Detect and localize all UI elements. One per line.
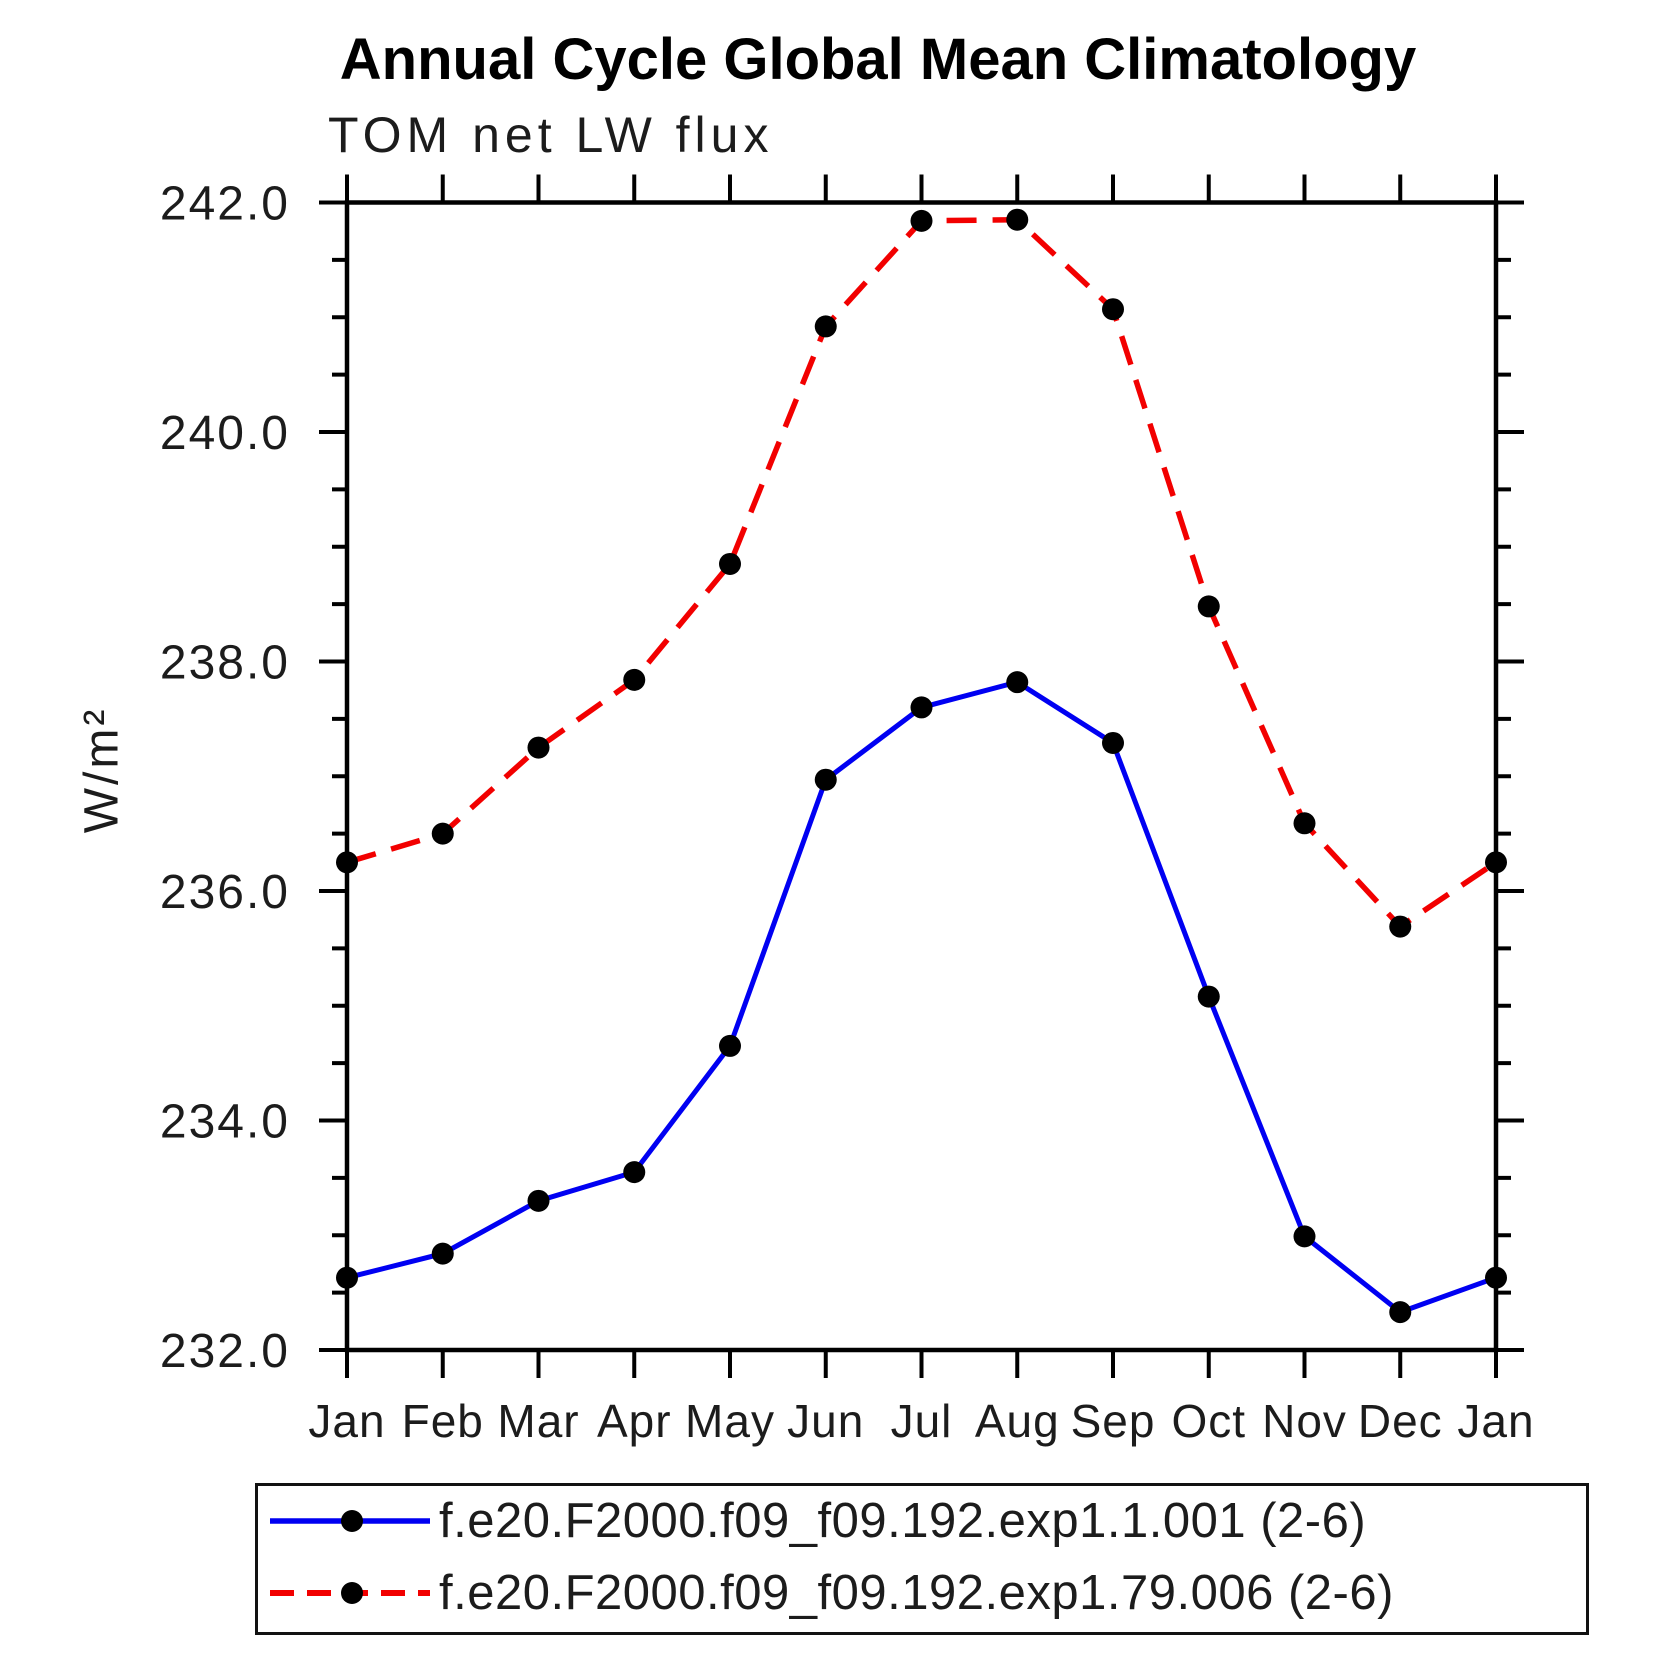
data-point-marker (1293, 812, 1316, 835)
legend-marker-sample (341, 1510, 363, 1532)
y-tick-label: 242.0 (160, 178, 290, 231)
data-point-marker (1389, 1301, 1412, 1324)
legend-row-series-1: f.e20.F2000.f09_f09.192.exp1.1.001 (2-6) (264, 1490, 1586, 1552)
y-tick-label: 240.0 (160, 407, 290, 460)
data-point-marker (910, 209, 933, 232)
x-tick-label: Jul (891, 1395, 953, 1447)
data-point-marker (1102, 731, 1124, 754)
x-tick-label: Jan (1457, 1395, 1534, 1447)
legend-row-series-2: f.e20.F2000.f09_f09.192.exp1.79.006 (2-6… (264, 1562, 1586, 1624)
x-tick-label: Jan (308, 1395, 385, 1447)
x-tick-label: Apr (597, 1395, 672, 1447)
data-point-marker (336, 851, 358, 874)
data-point-marker (910, 696, 933, 719)
legend-label-series-1: f.e20.F2000.f09_f09.192.exp1.1.001 (2-6) (439, 1494, 1367, 1548)
y-tick-label: 238.0 (160, 637, 290, 690)
data-point-marker (1102, 298, 1124, 321)
data-point-marker (719, 552, 741, 575)
x-tick-label: Aug (975, 1395, 1060, 1447)
axis-ticks (319, 174, 1524, 1378)
x-tick-label: Oct (1171, 1395, 1246, 1447)
series-markers-2 (336, 208, 1507, 938)
legend-marker-sample (341, 1582, 363, 1604)
data-point-marker (1293, 1225, 1316, 1248)
data-point-marker (814, 768, 837, 791)
x-tick-label: Sep (1071, 1395, 1156, 1447)
legend-label-series-2: f.e20.F2000.f09_f09.192.exp1.79.006 (2-6… (439, 1566, 1394, 1620)
data-point-marker (336, 1266, 358, 1289)
chart-subtitle: TOM net LW flux (328, 107, 774, 163)
data-point-marker (1006, 208, 1029, 231)
axis-tick-labels: 232.0 234.0 236.0 238.0 240.0 242.0 Jan Feb Mar A… (160, 178, 1534, 1448)
data-point-marker (814, 315, 837, 338)
y-tick-label: 232.0 (160, 1325, 290, 1378)
y-tick-label: 236.0 (160, 866, 290, 919)
data-point-marker (1197, 985, 1220, 1008)
data-point-marker (527, 1189, 550, 1212)
y-tick-label: 234.0 (160, 1096, 290, 1149)
x-tick-label: Mar (497, 1395, 579, 1447)
series-markers-1 (336, 671, 1507, 1324)
data-point-marker (719, 1034, 741, 1057)
x-tick-label: Feb (402, 1395, 484, 1447)
data-point-marker (1197, 595, 1220, 618)
legend-sample-solid-line-icon (270, 1510, 430, 1532)
data-point-marker (1485, 1266, 1507, 1289)
series-line-2 (346, 216, 1498, 931)
x-tick-label: Jun (787, 1395, 864, 1447)
series-line-1 (346, 679, 1497, 1315)
legend-box: f.e20.F2000.f09_f09.192.exp1.1.001 (2-6)… (255, 1483, 1589, 1635)
data-point-marker (527, 736, 550, 759)
data-point-marker (623, 668, 646, 691)
data-point-marker (1006, 671, 1029, 694)
x-tick-label: May (685, 1395, 775, 1447)
data-point-marker (431, 1242, 454, 1265)
x-tick-label: Dec (1358, 1395, 1443, 1447)
data-point-marker (1389, 915, 1412, 938)
x-tick-label: Nov (1262, 1395, 1347, 1447)
data-point-marker (1485, 851, 1507, 874)
chart-title: Annual Cycle Global Mean Climatology (339, 27, 1417, 92)
data-point-marker (431, 822, 454, 845)
legend-sample-dashed-line-icon (270, 1582, 430, 1604)
data-point-marker (623, 1161, 646, 1184)
axis-frame (344, 200, 1499, 1353)
